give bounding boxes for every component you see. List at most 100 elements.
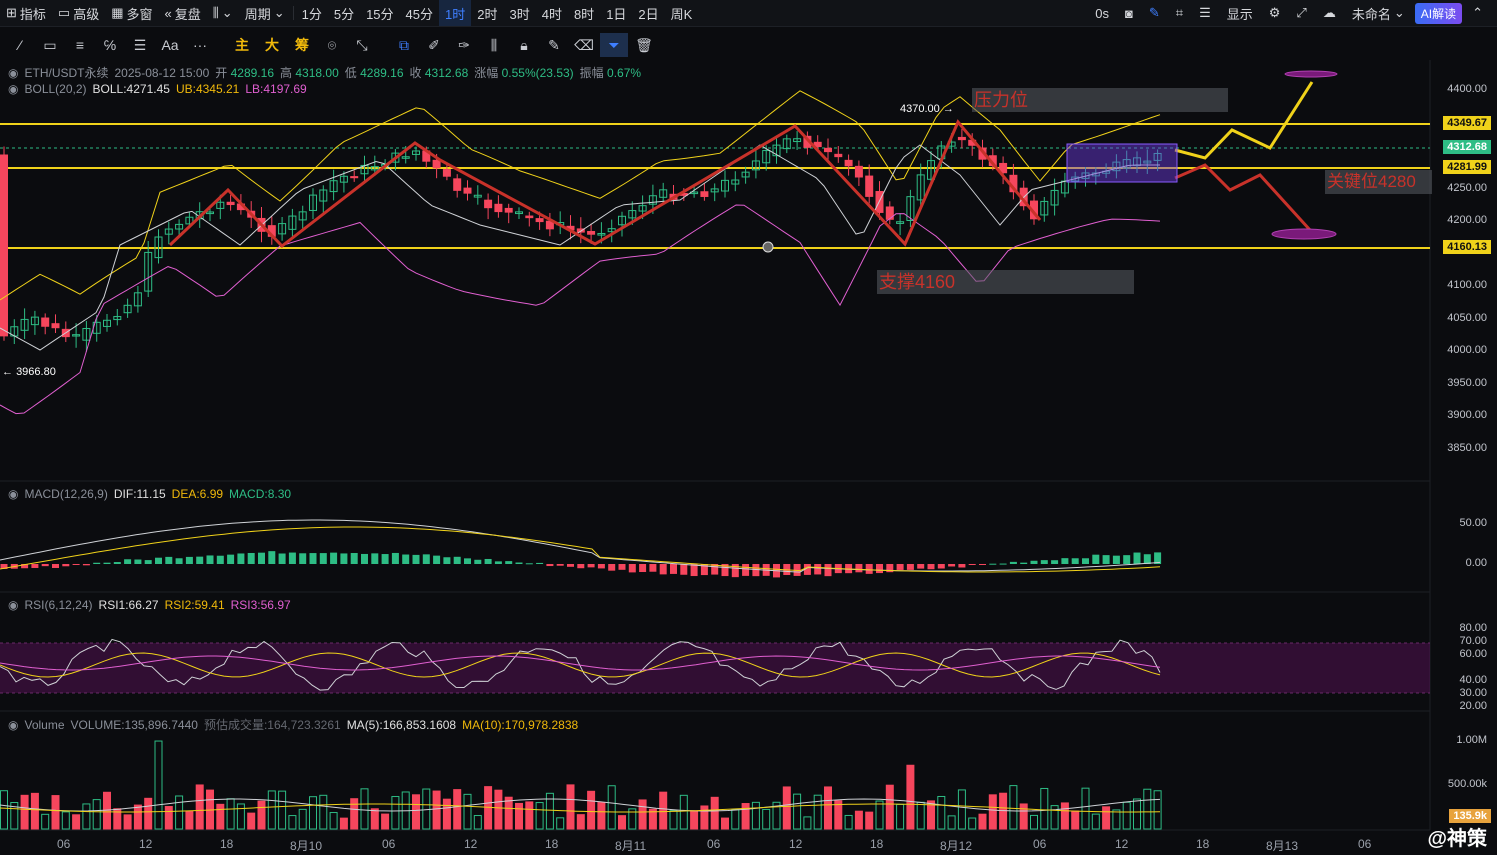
interval-2h[interactable]: 2时	[477, 6, 498, 22]
volume-bar	[731, 808, 740, 830]
candle-body	[885, 206, 894, 220]
text-tool-icon[interactable]: Aa	[161, 37, 179, 53]
support-annotation[interactable]: 支撑4160	[877, 270, 1134, 294]
key-level-annotation[interactable]: 关键位4280	[1325, 170, 1432, 194]
candles-icon[interactable]: ⫼	[490, 36, 498, 53]
volume-bar	[648, 808, 657, 830]
candle-body	[72, 334, 81, 337]
trash-icon[interactable]: 🗑︎	[635, 36, 653, 53]
collapse-icon[interactable]: ⌃	[1472, 5, 1483, 20]
candle-body	[957, 136, 966, 141]
resistance-annotation[interactable]: 压力位	[972, 88, 1228, 112]
eye-icon[interactable]: ◉	[8, 82, 19, 96]
period-button[interactable]: 周期 ⌄	[244, 5, 285, 22]
boll-name[interactable]: BOLL(20,2)	[24, 82, 87, 96]
x-tick: 8月11	[615, 839, 647, 853]
candle-body	[1153, 152, 1162, 161]
camera-icon[interactable]: ◙	[1125, 5, 1133, 21]
replay-icon: «	[164, 5, 172, 21]
macd-name[interactable]: MACD(12,26,9)	[24, 487, 108, 501]
macd-bar	[865, 564, 873, 574]
big-order-button[interactable]: 大	[265, 37, 279, 53]
candle-body	[175, 223, 184, 230]
settings-icon[interactable]: ⚙	[1268, 5, 1281, 20]
multi-window-button[interactable]: ▦ 多窗	[111, 5, 153, 22]
macd-bar	[968, 564, 976, 565]
main-indicator-button[interactable]: 主	[235, 37, 249, 53]
filter-icon[interactable]: ⏷	[600, 33, 628, 57]
drawing-toolbar: ⁄ ▭ ≡ ℅ ☰ Aa ··· 主 大 筹 ⌾ ⤡ ⧉ ✐ ✑ ⫼ 🔒︎ ✎ …	[0, 32, 1497, 58]
candle-body	[442, 169, 451, 177]
candle-body	[1122, 159, 1131, 169]
rectangle-tool-icon[interactable]: ▭	[43, 36, 57, 53]
candle-body	[1133, 157, 1141, 167]
volume-bar	[30, 792, 39, 830]
interval-15m[interactable]: 15分	[366, 6, 394, 22]
volume-name[interactable]: Volume	[24, 717, 65, 732]
chip-button[interactable]: 筹	[295, 37, 309, 53]
list-icon[interactable]: ☰	[1199, 5, 1211, 20]
volume-bar	[391, 796, 400, 830]
chart-type-button[interactable]: ⫼ ⌄	[207, 0, 239, 26]
pencil-icon[interactable]: ✎	[1148, 5, 1160, 20]
eye-icon[interactable]: ◉	[8, 487, 19, 501]
volume-bar	[937, 795, 946, 830]
fib-icon[interactable]: ℅	[103, 37, 117, 53]
interval-4h[interactable]: 4时	[541, 6, 562, 22]
rsi-tick: 20.00	[1459, 700, 1487, 712]
more-icon[interactable]: ···	[193, 37, 207, 53]
volume-bar	[844, 814, 853, 830]
macd-bar	[505, 561, 513, 564]
magnet-icon[interactable]: ⌾	[327, 36, 337, 53]
fib-levels-icon[interactable]: ☰	[133, 36, 147, 53]
eye-icon[interactable]: ◉	[8, 598, 19, 612]
eraser-icon[interactable]: ⌫	[574, 36, 594, 53]
replay-button[interactable]: «复盘	[164, 5, 201, 22]
eye-icon[interactable]: ◉	[8, 717, 19, 732]
interval-1w[interactable]: 周K	[670, 6, 693, 22]
interval-8h[interactable]: 8时	[573, 6, 595, 22]
interval-1d[interactable]: 1日	[606, 6, 627, 22]
parallel-lines-icon[interactable]: ≡	[75, 37, 85, 53]
template-icon[interactable]: ⌗	[1175, 5, 1184, 20]
volume-bar	[1091, 813, 1100, 830]
macd-bar	[381, 554, 389, 564]
highlighter-icon[interactable]: ✑	[458, 36, 470, 53]
candle-body	[782, 138, 791, 150]
measure-icon[interactable]: ⤡	[356, 36, 368, 53]
macd-bar	[350, 553, 358, 564]
interval-1m[interactable]: 1分	[301, 6, 322, 22]
volume-bar	[82, 803, 91, 830]
display-button[interactable]: 显示	[1226, 6, 1253, 22]
volume-bar	[751, 801, 760, 830]
macd-bar	[628, 564, 636, 573]
interval-45m[interactable]: 45分	[405, 6, 434, 22]
candle-body	[638, 205, 647, 212]
indicator-button[interactable]: ⊞ 指标	[6, 5, 46, 22]
macd-bar	[155, 557, 162, 564]
macd-bar	[886, 564, 894, 573]
interval-3h[interactable]: 3时	[509, 6, 530, 22]
line-tool-icon[interactable]: ⁄	[18, 37, 22, 53]
cloud-icon[interactable]: ☁	[1322, 5, 1336, 20]
layout-name[interactable]: 未命名 ⌄	[1351, 5, 1405, 22]
candle-body	[710, 188, 719, 193]
macd-bar	[464, 558, 471, 564]
macd-dea-line	[0, 526, 1161, 573]
ai-explain-button[interactable]: AI解读	[1414, 2, 1463, 24]
macd-bar	[258, 552, 265, 564]
eye-icon[interactable]: ◉	[8, 65, 19, 80]
advanced-button[interactable]: ▭ 高级	[57, 5, 100, 22]
fullscreen-icon[interactable]: ⤢	[1296, 5, 1307, 20]
candle-body	[587, 230, 596, 235]
brush-icon[interactable]: ✐	[428, 36, 440, 53]
lock-icon[interactable]: 🔒︎	[520, 36, 528, 53]
interval-2d[interactable]: 2日	[638, 6, 659, 22]
edit-list-icon[interactable]: ✎	[548, 36, 560, 53]
volume-bar	[1153, 790, 1162, 830]
rsi-name[interactable]: RSI(6,12,24)	[24, 598, 93, 612]
interval-1h[interactable]: 1时	[439, 0, 472, 26]
interval-5m[interactable]: 5分	[333, 6, 355, 22]
copy-icon[interactable]: ⧉	[399, 36, 409, 53]
